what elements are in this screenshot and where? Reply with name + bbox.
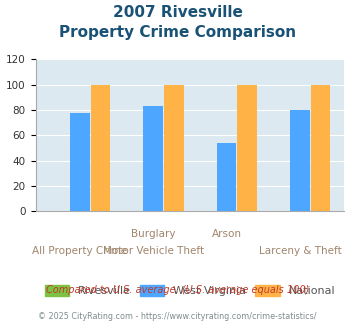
Bar <box>290 110 310 211</box>
Text: Motor Vehicle Theft: Motor Vehicle Theft <box>103 246 204 256</box>
Legend: Rivesville, West Virginia, National: Rivesville, West Virginia, National <box>40 280 340 301</box>
Text: 2007 Rivesville: 2007 Rivesville <box>113 5 242 20</box>
Text: All Property Crime: All Property Crime <box>32 246 127 256</box>
Bar <box>143 106 163 211</box>
Bar <box>164 85 184 211</box>
Bar <box>91 85 110 211</box>
Bar <box>217 143 236 211</box>
Text: © 2025 CityRating.com - https://www.cityrating.com/crime-statistics/: © 2025 CityRating.com - https://www.city… <box>38 312 317 321</box>
Text: Arson: Arson <box>212 229 242 239</box>
Text: Property Crime Comparison: Property Crime Comparison <box>59 25 296 40</box>
Text: Compared to U.S. average. (U.S. average equals 100): Compared to U.S. average. (U.S. average … <box>46 285 309 295</box>
Text: Burglary: Burglary <box>131 229 175 239</box>
Text: Larceny & Theft: Larceny & Theft <box>258 246 341 256</box>
Bar <box>237 85 257 211</box>
Bar <box>311 85 330 211</box>
Bar <box>70 113 90 211</box>
